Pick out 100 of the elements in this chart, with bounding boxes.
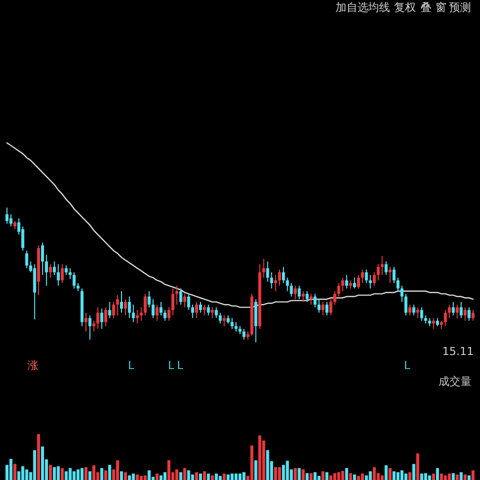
bar [368,471,372,480]
candlestick [9,214,12,227]
candlestick [60,264,64,284]
bar [436,468,439,480]
bar [238,474,242,480]
candlestick [278,269,281,286]
bar [364,475,368,480]
candlestick [388,266,392,284]
bar [21,466,24,480]
candlestick [294,285,297,300]
bar [321,471,324,480]
bar [464,474,467,480]
text: 成交量 [438,375,472,388]
candlestick [444,310,447,327]
bar [356,476,360,480]
candlestick [128,296,131,319]
text: L [168,359,175,372]
bar [444,475,447,480]
candlestick [412,304,416,316]
candlestick [187,293,190,310]
bar [333,473,336,480]
candlestick [206,304,210,316]
bar [76,469,80,480]
candlestick [329,298,332,316]
candlestick [314,293,317,308]
bar [48,464,52,480]
bar [195,472,198,480]
candlestick [317,298,320,314]
candlestick [132,304,135,323]
bar [384,465,388,480]
bar [88,471,92,480]
text: L [128,359,135,372]
bar [428,475,432,480]
bar [468,475,471,480]
candlestick [384,260,388,276]
bar [360,474,364,480]
bar [432,474,436,480]
bar [349,473,352,480]
bar [163,472,166,480]
bar [400,470,404,480]
bar [250,446,254,480]
candlestick [408,304,412,316]
candlestick [152,298,155,319]
candlestick [167,306,170,322]
bar [68,468,72,480]
bar [210,475,214,480]
bar [140,476,143,480]
bar [120,471,124,480]
bar [416,453,420,480]
bar [33,450,36,480]
candlestick [416,306,420,319]
candlestick [353,277,356,289]
text: 窗 [436,1,446,14]
candlestick [448,304,451,319]
bar [187,470,190,480]
bar [222,474,226,480]
candlestick [199,301,202,314]
bar [37,434,40,480]
bar [294,468,297,480]
candlestick [191,304,194,319]
candlestick [456,304,459,319]
bar [230,474,234,480]
bar [341,470,344,480]
candlestick [175,285,178,306]
candlestick [148,290,151,308]
candlestick [202,304,206,316]
candlestick [112,301,116,319]
candlestick [156,304,159,322]
bar [167,460,170,480]
candlestick [464,306,467,322]
bar [337,472,340,480]
bar [199,474,202,480]
bar [92,465,96,480]
bar [80,468,84,480]
bar [452,473,455,480]
candlestick [230,318,234,330]
bar [191,474,194,480]
candlestick [171,288,174,316]
bar [9,458,12,480]
bar [274,467,278,480]
candlestick [21,226,24,252]
bar [345,468,348,480]
candlestick [234,322,238,332]
candlestick [48,264,52,278]
candlestick [368,274,372,289]
bar [234,474,238,480]
candlestick [41,242,44,276]
bar [440,474,443,480]
candlestick [468,306,471,322]
candlestick [183,293,186,308]
candlestick [262,258,266,278]
candlestick [195,301,198,319]
candlestick [302,290,305,302]
candlestick [56,264,60,286]
bar [72,471,76,480]
candlestick [163,310,166,322]
bar [396,472,400,480]
bar [456,474,459,480]
bar [317,476,320,480]
bar [460,472,463,480]
